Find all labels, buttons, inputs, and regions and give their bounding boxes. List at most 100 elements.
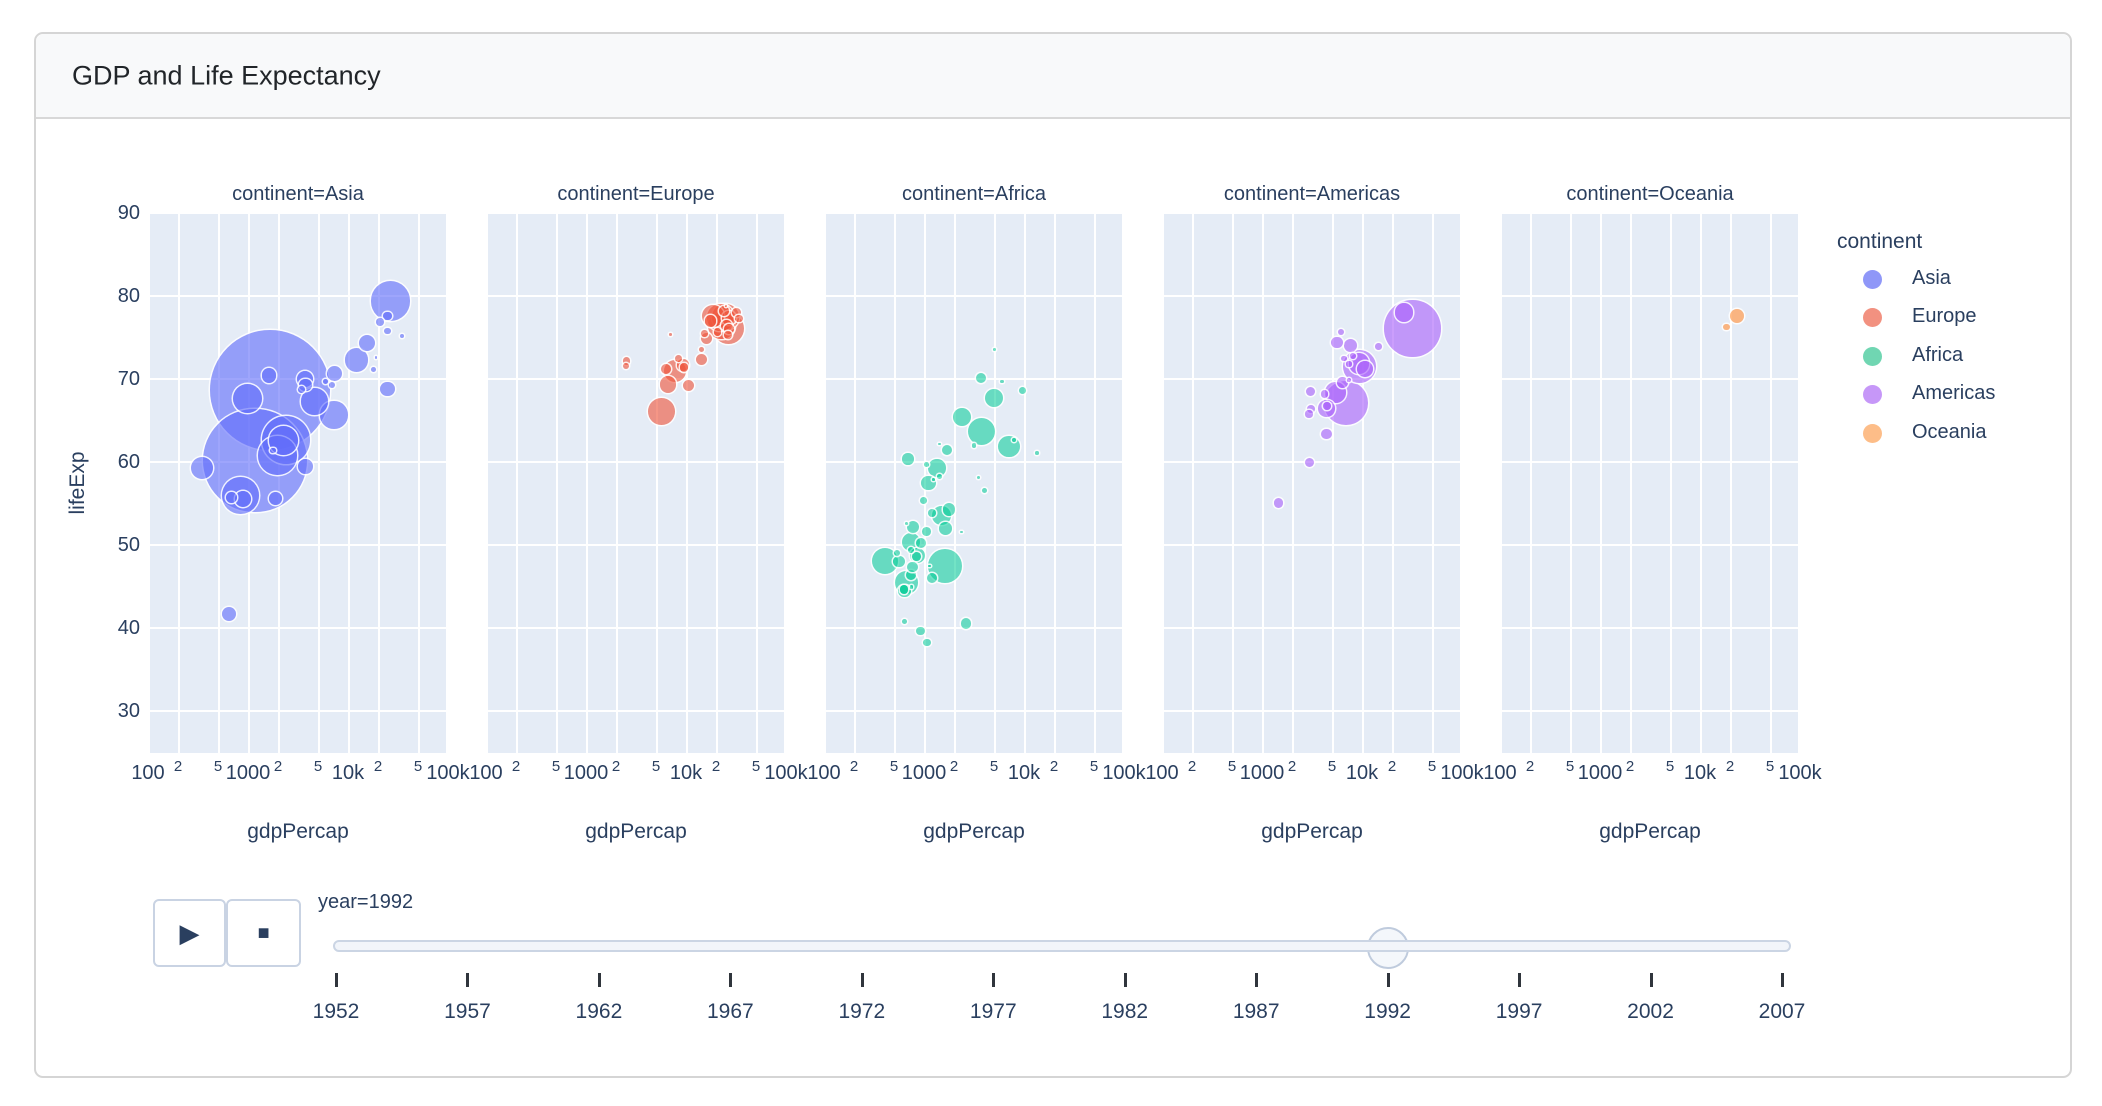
bubble-cameroon[interactable] (943, 503, 956, 516)
bubble-namibia[interactable] (971, 443, 977, 448)
bubble-sri-lanka[interactable] (261, 368, 277, 384)
bubble-paraguay[interactable] (1320, 390, 1328, 398)
bubble-tanzania[interactable] (901, 532, 920, 552)
legend-swatch-americas[interactable] (1863, 385, 1882, 405)
bubble-mauritius[interactable] (1000, 379, 1005, 384)
bubble-hungary[interactable] (682, 380, 694, 392)
slider-year-1962[interactable]: 1962 (575, 1000, 623, 1023)
bubble-burkina-faso[interactable] (915, 537, 927, 549)
bubble-sierra-leone[interactable] (923, 638, 931, 647)
play-button[interactable]: ▶ (153, 899, 226, 967)
bubble-lebanon[interactable] (328, 381, 335, 389)
legend-swatch-oceania[interactable] (1863, 423, 1882, 443)
bubble-iceland[interactable] (724, 304, 728, 308)
bubble-myanmar[interactable] (190, 456, 214, 480)
bubble-comoros[interactable] (932, 478, 935, 481)
bubble-norway[interactable] (735, 314, 743, 323)
bubble-senegal[interactable] (942, 444, 953, 455)
bubble-kuwait[interactable] (400, 333, 405, 339)
bubble-somalia[interactable] (916, 626, 926, 636)
bubble-morocco[interactable] (952, 408, 971, 427)
bubble-singapore[interactable] (384, 327, 391, 335)
bubble-malawi[interactable] (893, 556, 905, 568)
bubble-panama[interactable] (1341, 355, 1347, 362)
bubble-yemen-rep-[interactable] (268, 492, 282, 506)
bubble-guinea-bissau[interactable] (909, 585, 914, 589)
bubble-portugal[interactable] (701, 332, 713, 344)
bubble-zimbabwe[interactable] (902, 453, 914, 465)
bubble-guatemala[interactable] (1321, 428, 1333, 440)
bubble-central-african-republic[interactable] (908, 547, 915, 554)
legend-item-americas[interactable]: Americas (1912, 382, 1996, 405)
bubble-czech-republic[interactable] (695, 353, 708, 365)
bubble-mauritania[interactable] (936, 473, 942, 479)
bubble-liberia[interactable] (901, 619, 907, 625)
bubble-egypt[interactable] (968, 417, 996, 446)
bubble-mali[interactable] (905, 569, 917, 581)
bubble-ireland[interactable] (700, 330, 708, 337)
slider-year-1977[interactable]: 1977 (969, 1000, 1017, 1023)
legend-swatch-asia[interactable] (1863, 270, 1882, 289)
bubble-slovak-republic[interactable] (679, 363, 688, 372)
bubble-nicaragua[interactable] (1305, 410, 1313, 418)
bubble-finland[interactable] (713, 327, 722, 336)
bubble-sweden[interactable] (718, 305, 729, 317)
bubble-haiti[interactable] (1273, 498, 1283, 508)
bubble-chile[interactable] (1343, 338, 1357, 352)
bubble-canada[interactable] (1394, 303, 1414, 323)
bubble-cuba[interactable] (1331, 336, 1343, 349)
bubble-thailand[interactable] (301, 388, 328, 415)
bubble-togo[interactable] (919, 496, 927, 504)
bubble-denmark[interactable] (724, 331, 733, 340)
slider-year-1987[interactable]: 1987 (1232, 1000, 1280, 1023)
bubble-ghana[interactable] (921, 475, 936, 491)
bubble-cambodia[interactable] (225, 491, 237, 503)
legend-swatch-europe[interactable] (1863, 308, 1882, 328)
bubble-new-zealand[interactable] (1723, 323, 1730, 331)
bubble-tunisia[interactable] (975, 373, 987, 384)
bubble-algeria[interactable] (985, 389, 1004, 408)
bubble-chad[interactable] (922, 526, 931, 536)
slider-year-1972[interactable]: 1972 (838, 1000, 886, 1023)
bubble-hong-kong-china[interactable] (383, 311, 392, 321)
slider-year-2007[interactable]: 2007 (1758, 1000, 1806, 1023)
slider-year-2002[interactable]: 2002 (1627, 1000, 1674, 1023)
bubble-uruguay[interactable] (1349, 352, 1357, 359)
bubble-cote-d-ivoire[interactable] (939, 522, 952, 535)
bubble-kenya[interactable] (927, 459, 946, 477)
legend-swatch-africa[interactable] (1863, 346, 1882, 366)
bubble-croatia[interactable] (674, 354, 683, 363)
stop-button[interactable]: ■ (226, 899, 301, 967)
bubble-gabon[interactable] (1035, 451, 1039, 455)
bubble-benin[interactable] (927, 508, 936, 517)
legend-item-africa[interactable]: Africa (1912, 343, 1964, 366)
bubble-niger[interactable] (907, 561, 918, 572)
bubble-dominican-republic[interactable] (1305, 386, 1316, 397)
bubble-madagascar[interactable] (906, 520, 919, 534)
slider-year-1997[interactable]: 1997 (1495, 1000, 1543, 1023)
bubble-jordan[interactable] (298, 385, 305, 393)
slider-year-1967[interactable]: 1967 (707, 1000, 754, 1023)
bubble-korea-rep-[interactable] (344, 348, 368, 372)
bubble-vietnam[interactable] (232, 383, 263, 413)
bubble-mongolia[interactable] (270, 447, 276, 454)
slider-year-1952[interactable]: 1952 (312, 1000, 360, 1023)
slider-year-1992[interactable]: 1992 (1364, 1000, 1411, 1023)
bubble-lesotho[interactable] (924, 462, 930, 468)
bubble-iraq[interactable] (297, 458, 313, 474)
bubble-montenegro[interactable] (669, 332, 672, 336)
bubble-slovenia[interactable] (698, 346, 704, 352)
year-slider-track[interactable] (333, 940, 1791, 952)
bubble-angola[interactable] (960, 618, 972, 629)
slider-year-1982[interactable]: 1982 (1101, 1000, 1149, 1023)
bubble-israel[interactable] (376, 317, 384, 326)
bubble-guinea[interactable] (911, 552, 921, 562)
bubble-jamaica[interactable] (1346, 361, 1352, 367)
bubble-djibouti[interactable] (960, 530, 963, 534)
bubble-trinidad-and-tobago[interactable] (1346, 378, 1351, 382)
bubble-venezuela[interactable] (1357, 361, 1373, 378)
bubble-west-bank-and-gaza[interactable] (323, 379, 329, 385)
bubble-eritrea[interactable] (894, 549, 901, 556)
bubble-bulgaria[interactable] (660, 364, 672, 375)
bubble-puerto-rico[interactable] (1375, 343, 1382, 351)
